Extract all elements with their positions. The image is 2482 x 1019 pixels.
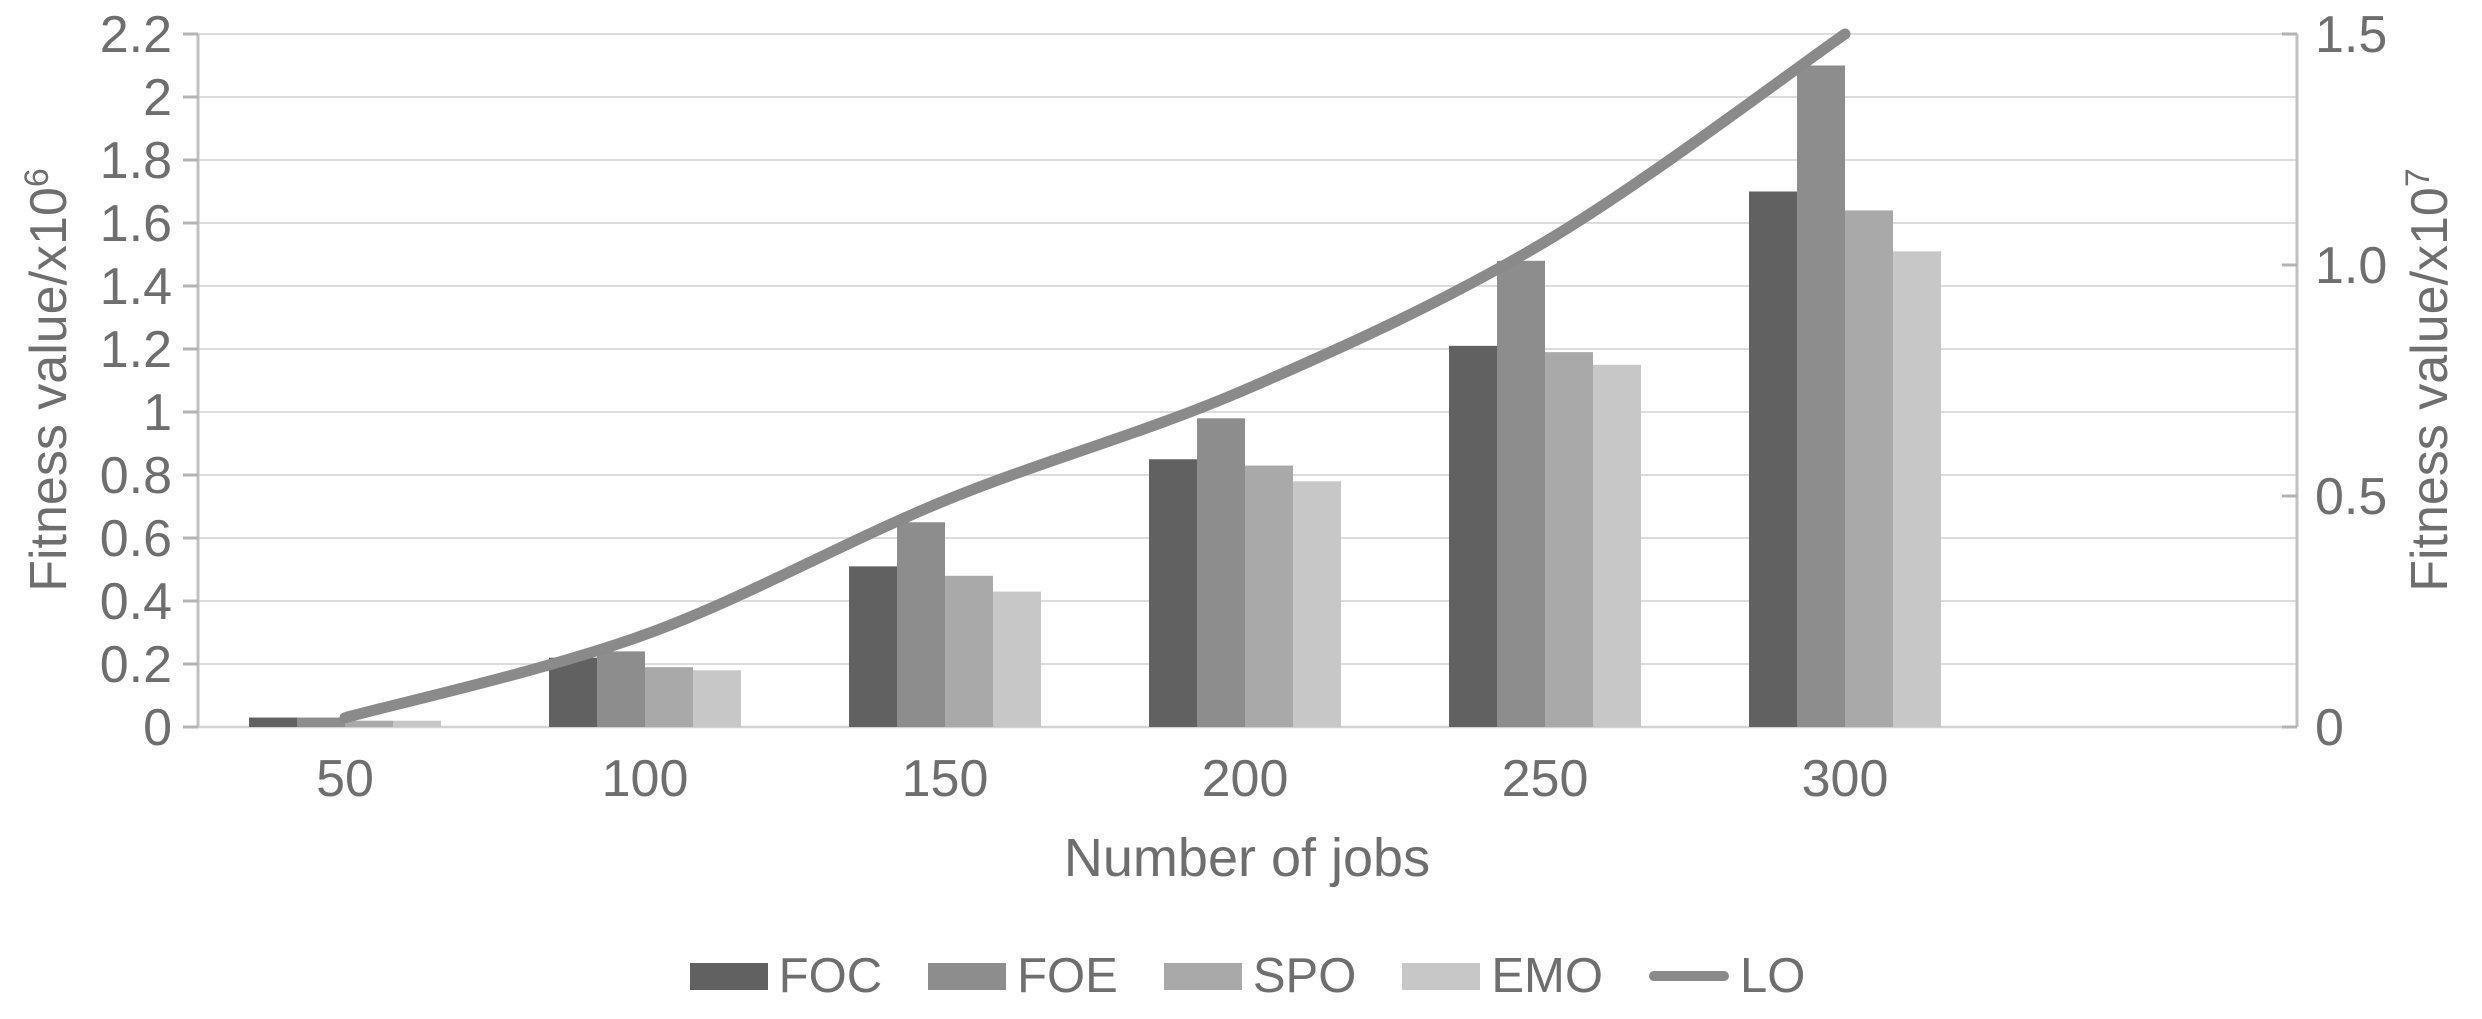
left-axis-tick-label: 1.8 [100,132,172,190]
bar-spo-300 [1845,210,1893,727]
legend-line-lo [1648,971,1729,981]
axis-labels: 00.20.40.60.811.21.41.61.822.200.51.01.5… [18,6,2459,888]
bar-foe-150 [897,522,945,727]
right-axis-tick-label: 0 [2315,699,2344,757]
legend-swatch-emo [1402,962,1481,990]
legend-swatch-foe [928,962,1007,990]
bar-foc-250 [1449,345,1497,727]
left-axis-tick-label: 1.6 [100,195,172,253]
right-axis-tick-label: 1.0 [2315,237,2387,295]
bar-spo-200 [1245,465,1293,727]
left-axis-title: Fitness value/x106 [18,168,78,592]
chart-legend: FOC FOE SPO EMO LO [198,946,2297,1006]
bar-emo-150 [993,591,1041,727]
legend-label: SPO [1252,948,1357,1003]
legend-swatch-foc [689,962,768,990]
right-axis-tick-label: 0.5 [2315,468,2387,526]
right-axis-title: Fitness value/x107 [2399,168,2459,592]
x-axis-title: Number of jobs [1064,828,1430,888]
bar-foc-200 [1149,459,1197,727]
bar-foe-200 [1197,418,1245,727]
bar-spo-150 [945,575,993,727]
bar-emo-100 [693,670,741,727]
left-axis-tick-label: 0.6 [100,510,172,568]
bar-foc-300 [1749,191,1797,727]
x-axis-tick-label: 150 [902,750,989,808]
left-axis-tick-label: 2.2 [100,6,172,64]
bar-foe-50 [297,717,345,727]
bar-foe-100 [597,651,645,727]
left-axis-tick-label: 1 [143,384,172,442]
bar-spo-100 [645,667,693,727]
bar-foc-150 [849,566,897,727]
x-axis-tick-label: 50 [316,750,374,808]
left-axis-tick-label: 1.4 [100,258,172,316]
bar-foe-300 [1797,65,1845,727]
legend-label: FOE [1017,948,1118,1003]
legend-item-lo: LO [1648,948,1806,1003]
left-axis-tick-label: 0.8 [100,447,172,505]
bar-foc-100 [549,657,597,727]
x-axis-tick-label: 200 [1202,750,1289,808]
x-axis-tick-label: 100 [602,750,689,808]
legend-item-foc: FOC [689,948,883,1003]
bar-groups [249,65,1941,727]
bar-emo-300 [1893,251,1941,727]
left-axis-tick-label: 0.4 [100,573,172,631]
left-axis-tick-label: 1.2 [100,321,172,379]
bar-emo-50 [393,720,441,727]
x-axis-tick-label: 250 [1502,750,1589,808]
left-axis-tick-label: 0.2 [100,636,172,694]
left-axis-tick-label: 0 [143,699,172,757]
legend-item-emo: EMO [1402,948,1603,1003]
legend-swatch-spo [1163,962,1242,990]
legend-item-spo: SPO [1163,948,1357,1003]
bar-spo-250 [1545,352,1593,727]
bar-emo-250 [1593,364,1641,727]
bar-foc-50 [249,717,297,727]
bar-foe-250 [1497,260,1545,727]
legend-label: FOC [778,948,883,1003]
right-axis-tick-label: 1.5 [2315,6,2387,64]
legend-label: LO [1739,948,1806,1003]
bar-spo-50 [345,720,393,727]
lo-line [339,28,1851,724]
bar-emo-200 [1293,481,1341,727]
legend-item-foe: FOE [928,948,1118,1003]
axes [183,32,2299,729]
legend-label: EMO [1491,948,1603,1003]
x-axis-tick-label: 300 [1802,750,1889,808]
left-axis-tick-label: 2 [143,69,172,127]
